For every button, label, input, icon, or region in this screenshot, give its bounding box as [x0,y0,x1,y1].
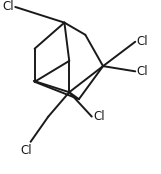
Text: Cl: Cl [137,35,148,48]
Text: Cl: Cl [93,110,105,123]
Text: Cl: Cl [137,65,148,78]
Text: Cl: Cl [21,144,32,157]
Text: Cl: Cl [2,1,14,13]
